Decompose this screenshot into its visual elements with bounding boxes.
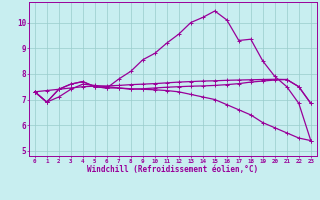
X-axis label: Windchill (Refroidissement éolien,°C): Windchill (Refroidissement éolien,°C) [87, 165, 258, 174]
